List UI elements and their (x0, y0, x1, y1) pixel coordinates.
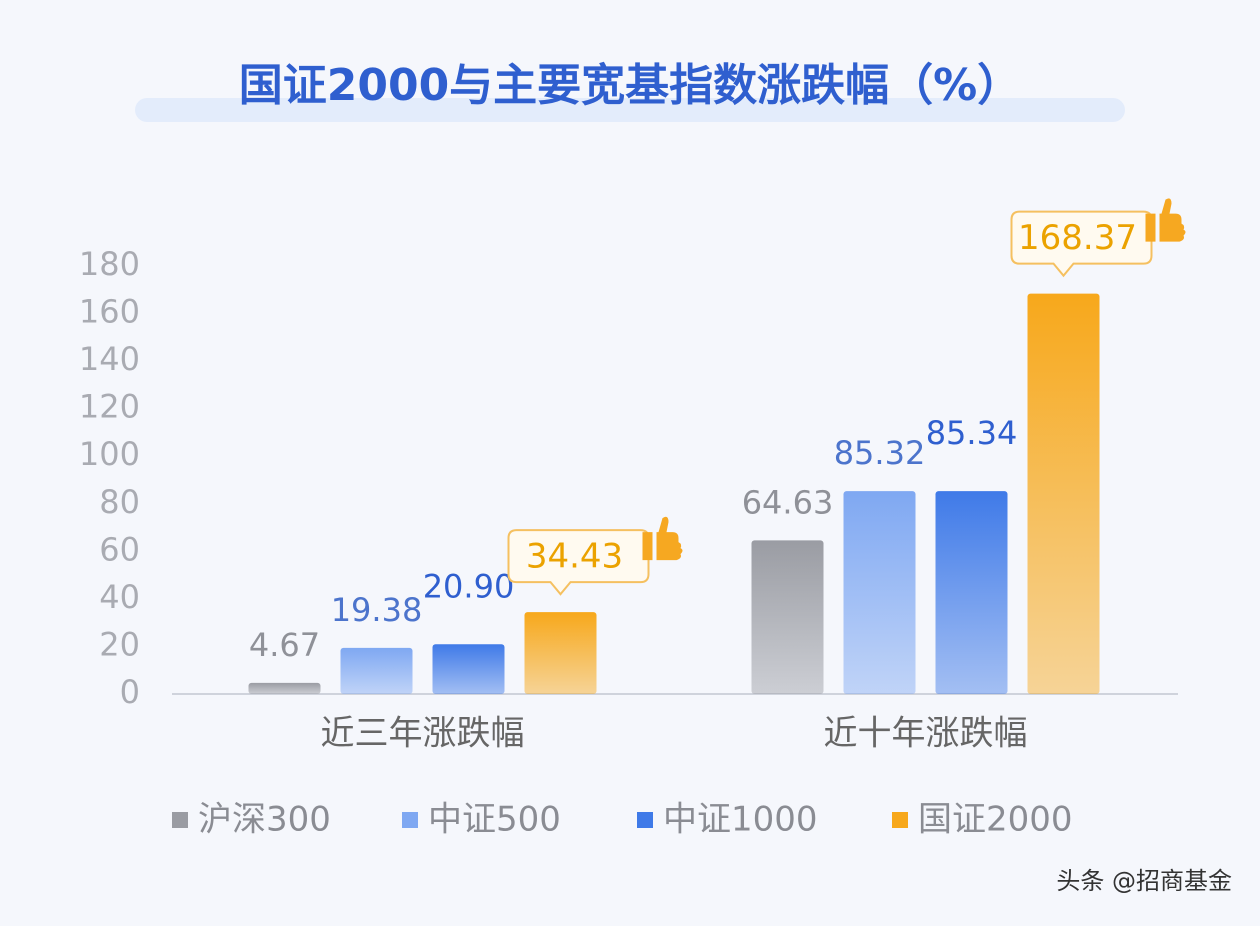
bar (432, 644, 505, 694)
bar (248, 682, 321, 694)
legend-label: 沪深300 (198, 800, 331, 840)
legend-swatch (637, 812, 653, 828)
data-label: 4.67 (249, 626, 320, 664)
legend-swatch (172, 812, 188, 828)
data-label: 168.37 (1018, 218, 1137, 258)
data-label: 34.43 (526, 537, 623, 577)
thumbs-up-icon (1145, 198, 1186, 242)
x-tick-label: 近三年涨跌幅 (321, 714, 525, 754)
bar (843, 491, 916, 694)
y-tick-label: 80 (99, 483, 140, 521)
y-tick-label: 0 (120, 673, 140, 711)
legend-swatch (402, 812, 418, 828)
bar (1027, 293, 1100, 694)
bar (524, 612, 597, 694)
y-tick-label: 160 (79, 293, 140, 331)
bar (751, 540, 824, 694)
data-label: 20.90 (423, 567, 515, 605)
y-tick-label: 140 (79, 340, 140, 378)
data-label: 19.38 (331, 591, 423, 629)
chart-title: 国证2000与主要宽基指数涨跌幅（%） (239, 60, 1022, 111)
data-label: 64.63 (742, 483, 834, 521)
y-tick-label: 100 (79, 435, 140, 473)
legend-swatch (892, 812, 908, 828)
y-tick-label: 180 (79, 245, 140, 283)
y-tick-label: 20 (99, 625, 140, 663)
x-tick-label: 近十年涨跌幅 (824, 714, 1028, 754)
data-label: 85.34 (926, 414, 1018, 452)
y-tick-label: 120 (79, 388, 140, 426)
data-label: 85.32 (834, 434, 926, 472)
y-tick-label: 40 (99, 578, 140, 616)
legend-label: 中证500 (428, 800, 561, 840)
thumbs-up-icon (642, 516, 683, 561)
legend-label: 国证2000 (918, 800, 1073, 840)
bar (935, 491, 1008, 694)
title-highlight (135, 98, 1125, 122)
bar (340, 647, 413, 694)
y-tick-label: 60 (99, 530, 140, 568)
legend-label: 中证1000 (663, 800, 818, 840)
watermark: 头条 @招商基金 (1056, 867, 1232, 895)
